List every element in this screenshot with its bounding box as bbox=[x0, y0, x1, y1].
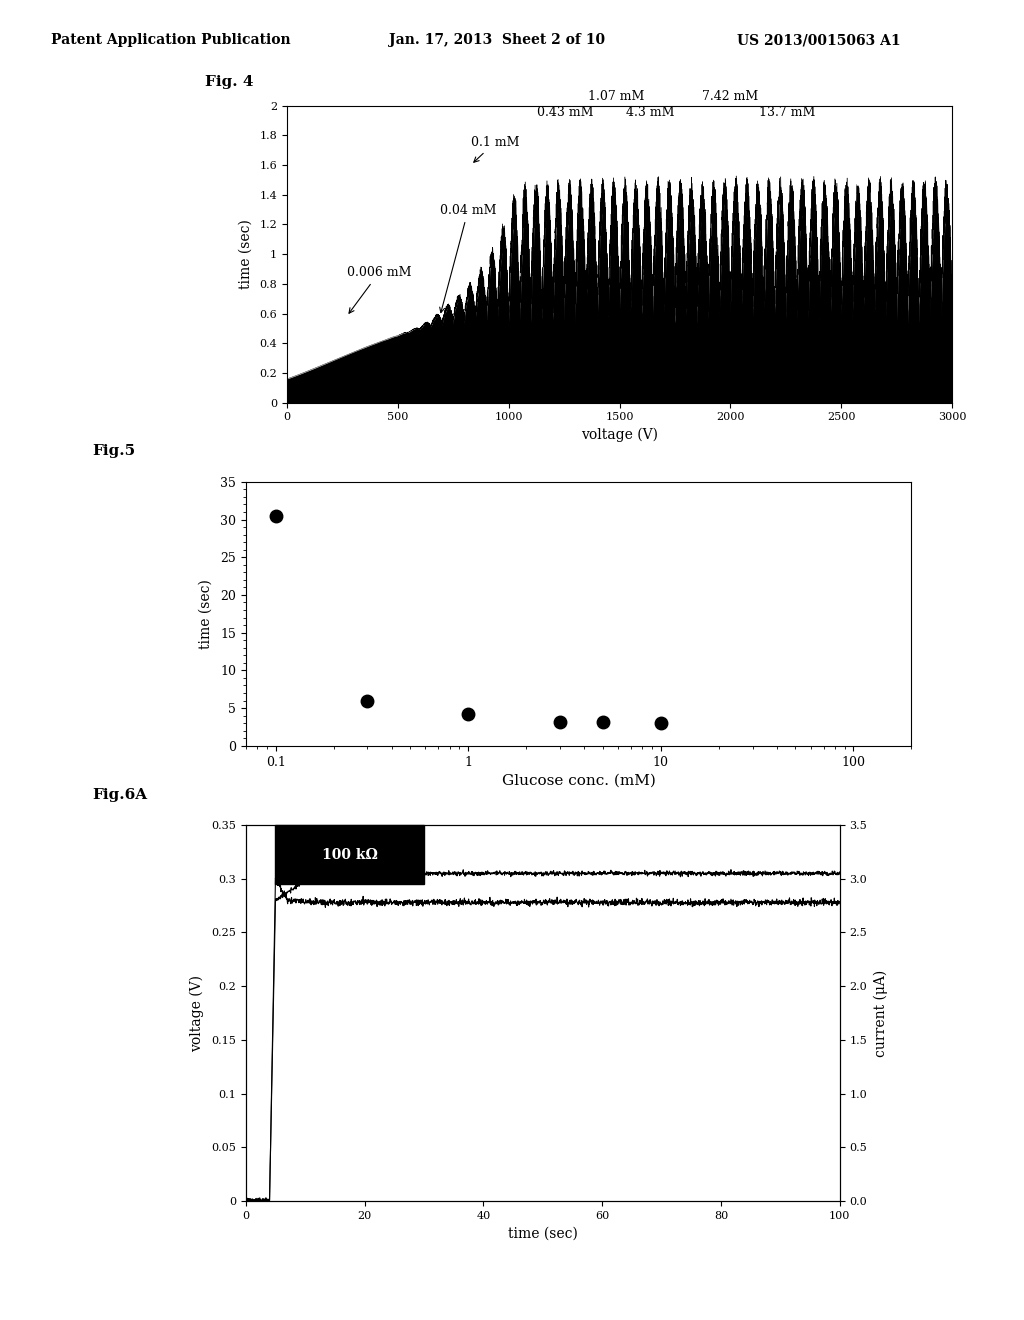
Y-axis label: time (sec): time (sec) bbox=[239, 219, 252, 289]
Text: Fig.5: Fig.5 bbox=[92, 445, 135, 458]
Text: 7.42 mM: 7.42 mM bbox=[701, 90, 758, 103]
Text: 100 kΩ: 100 kΩ bbox=[322, 847, 378, 862]
X-axis label: Glucose conc. (mM): Glucose conc. (mM) bbox=[502, 774, 655, 788]
FancyBboxPatch shape bbox=[275, 825, 424, 884]
Y-axis label: voltage (V): voltage (V) bbox=[189, 974, 204, 1052]
Text: Patent Application Publication: Patent Application Publication bbox=[51, 33, 291, 48]
Text: 0.006 mM: 0.006 mM bbox=[346, 267, 411, 313]
Text: Jan. 17, 2013  Sheet 2 of 10: Jan. 17, 2013 Sheet 2 of 10 bbox=[389, 33, 605, 48]
Text: US 2013/0015063 A1: US 2013/0015063 A1 bbox=[737, 33, 901, 48]
Text: 1.07 mM: 1.07 mM bbox=[589, 90, 645, 103]
X-axis label: voltage (V): voltage (V) bbox=[581, 428, 658, 442]
Y-axis label: time (sec): time (sec) bbox=[199, 579, 213, 648]
Text: 0.43 mM: 0.43 mM bbox=[538, 106, 594, 119]
Text: 4.3 mM: 4.3 mM bbox=[626, 106, 675, 119]
Text: 0.1 mM: 0.1 mM bbox=[471, 136, 519, 162]
Y-axis label: current (μA): current (μA) bbox=[874, 969, 889, 1057]
X-axis label: time (sec): time (sec) bbox=[508, 1226, 578, 1241]
Text: Fig. 4: Fig. 4 bbox=[205, 75, 253, 88]
Text: Fig.6A: Fig.6A bbox=[92, 788, 147, 801]
Text: 0.04 mM: 0.04 mM bbox=[439, 205, 497, 313]
Text: 13.7 mM: 13.7 mM bbox=[760, 106, 816, 119]
